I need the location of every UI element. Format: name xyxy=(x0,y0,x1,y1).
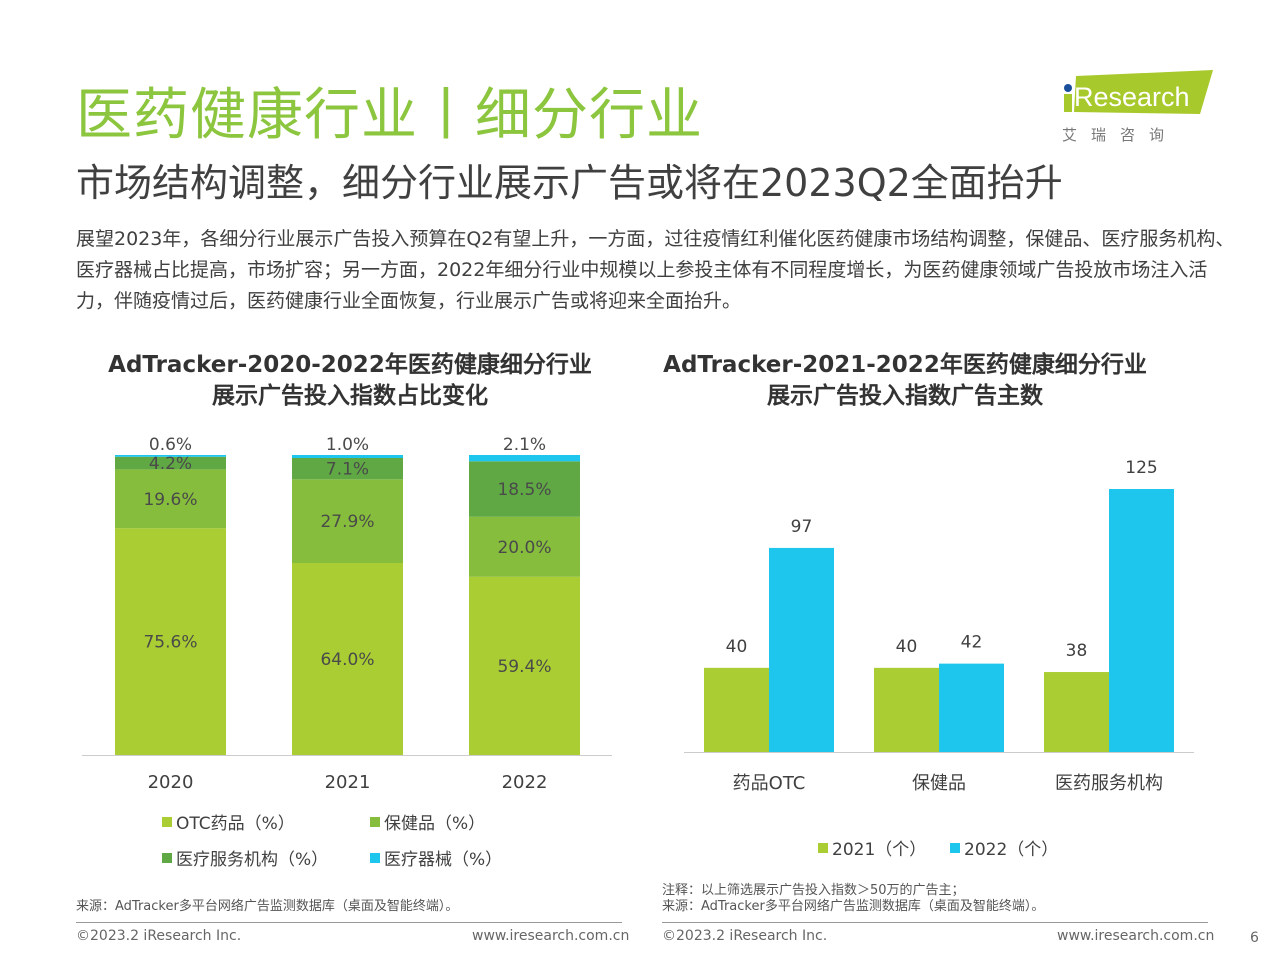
data-label: 59.4% xyxy=(497,657,551,677)
right-note: 注释：以上筛选展示广告投入指数＞50万的广告主； xyxy=(662,883,965,898)
bar xyxy=(769,547,834,752)
bar xyxy=(874,667,939,752)
legend-label: 医疗器械（%） xyxy=(384,850,503,870)
legend-swatch xyxy=(818,842,828,853)
bar-segment xyxy=(292,458,403,480)
bar-segment xyxy=(115,528,226,755)
legend-swatch xyxy=(162,852,172,863)
legend-label: 医疗服务机构（%） xyxy=(176,850,329,870)
bar xyxy=(1109,489,1174,752)
x-tick-label: 医药服务机构 xyxy=(1055,773,1163,794)
svg-text:Research: Research xyxy=(1074,82,1190,112)
footer-copyright-left: ©2023.2 iResearch Inc. xyxy=(76,928,242,944)
left-chart-title-line2: 展示广告投入指数占比变化 xyxy=(212,383,488,409)
x-tick-label: 2021 xyxy=(325,772,371,793)
footer-divider-left xyxy=(76,922,622,923)
legend-item-2022: 2022（个） xyxy=(950,835,1058,860)
right-source: 来源：AdTracker多平台网络广告监测数据库（桌面及智能终端）。 xyxy=(662,899,1045,914)
footer-url-left[interactable]: www.iresearch.com.cn xyxy=(472,928,630,944)
legend-item-medical-devices: 医疗器械（%） xyxy=(370,845,502,870)
legend-item-medical-services: 医疗服务机构（%） xyxy=(162,845,328,870)
footer-url-right[interactable]: www.iresearch.com.cn xyxy=(1057,928,1215,944)
data-label: 40 xyxy=(726,637,748,657)
legend-label: 2022（个） xyxy=(964,840,1059,860)
bar-segment xyxy=(115,455,226,457)
data-label: 18.5% xyxy=(497,480,551,500)
footer-divider-right xyxy=(662,922,1208,923)
right-chart-title-line1: AdTracker-2021-2022年医药健康细分行业 xyxy=(663,352,1147,378)
iresearch-logo: Research 艾瑞咨询 xyxy=(1058,68,1218,148)
data-label: 4.2% xyxy=(149,454,192,474)
data-label: 97 xyxy=(791,517,813,537)
data-label: 19.6% xyxy=(143,490,197,510)
data-label: 75.6% xyxy=(143,633,197,653)
page-title: 医药健康行业丨细分行业 xyxy=(76,83,703,148)
data-label: 40 xyxy=(896,637,918,657)
legend-swatch xyxy=(370,852,380,863)
svg-text:艾瑞咨询: 艾瑞咨询 xyxy=(1062,126,1178,144)
data-label: 1.0% xyxy=(326,435,369,455)
bar-segment xyxy=(469,461,580,517)
data-label: 27.9% xyxy=(320,512,374,532)
page-subtitle: 市场结构调整，细分行业展示广告或将在2023Q2全面抬升 xyxy=(76,161,1063,205)
left-chart-title-line1: AdTracker-2020-2022年医药健康细分行业 xyxy=(108,352,592,378)
logo-graphic: Research 艾瑞咨询 xyxy=(1062,70,1213,144)
legend-swatch xyxy=(950,842,960,853)
bar xyxy=(1044,672,1109,752)
x-tick-label: 2022 xyxy=(502,772,548,793)
data-label: 125 xyxy=(1125,458,1157,478)
bar xyxy=(939,663,1004,752)
legend-label: 2021（个） xyxy=(832,840,927,860)
data-label: 64.0% xyxy=(320,650,374,670)
page-number: 6 xyxy=(1250,930,1259,946)
x-tick-label: 2020 xyxy=(148,772,194,793)
footer-copyright-right: ©2023.2 iResearch Inc. xyxy=(662,928,828,944)
bar-segment xyxy=(469,455,580,462)
data-label: 42 xyxy=(961,633,983,653)
legend-item-2021: 2021（个） xyxy=(818,835,926,860)
x-tick-label: 保健品 xyxy=(912,773,966,794)
data-label: 20.0% xyxy=(497,538,551,558)
legend-swatch xyxy=(162,816,172,827)
bar-segment xyxy=(292,563,403,755)
bar-segment xyxy=(115,469,226,529)
legend-item-otc: OTC药品（%） xyxy=(162,809,295,834)
intro-paragraph: 展望2023年，各细分行业展示广告投入预算在Q2有望上升，一方面，过往疫情红利催… xyxy=(76,228,1235,312)
bar-segment xyxy=(469,576,580,755)
legend-item-health-products: 保健品（%） xyxy=(370,809,485,834)
legend-swatch xyxy=(370,816,380,827)
legend-label: 保健品（%） xyxy=(384,814,486,834)
data-label: 2.1% xyxy=(503,435,546,455)
x-tick-label: 药品OTC xyxy=(733,773,806,794)
bar-segment xyxy=(115,456,226,470)
left-source: 来源：AdTracker多平台网络广告监测数据库（桌面及智能终端）。 xyxy=(76,899,459,914)
bar xyxy=(704,667,769,752)
right-chart-title-line2: 展示广告投入指数广告主数 xyxy=(767,383,1043,409)
bar-segment xyxy=(292,479,403,563)
legend-label: OTC药品（%） xyxy=(176,814,295,834)
data-label: 0.6% xyxy=(149,435,192,455)
bar-segment xyxy=(469,516,580,577)
left-chart-title: AdTracker-2020-2022年医药健康细分行业 展示广告投入指数占比变… xyxy=(80,350,620,412)
bar-segment xyxy=(292,455,403,458)
data-label: 38 xyxy=(1066,641,1088,661)
right-chart-title: AdTracker-2021-2022年医药健康细分行业 展示广告投入指数广告主… xyxy=(640,350,1170,412)
data-label: 7.1% xyxy=(326,460,369,480)
